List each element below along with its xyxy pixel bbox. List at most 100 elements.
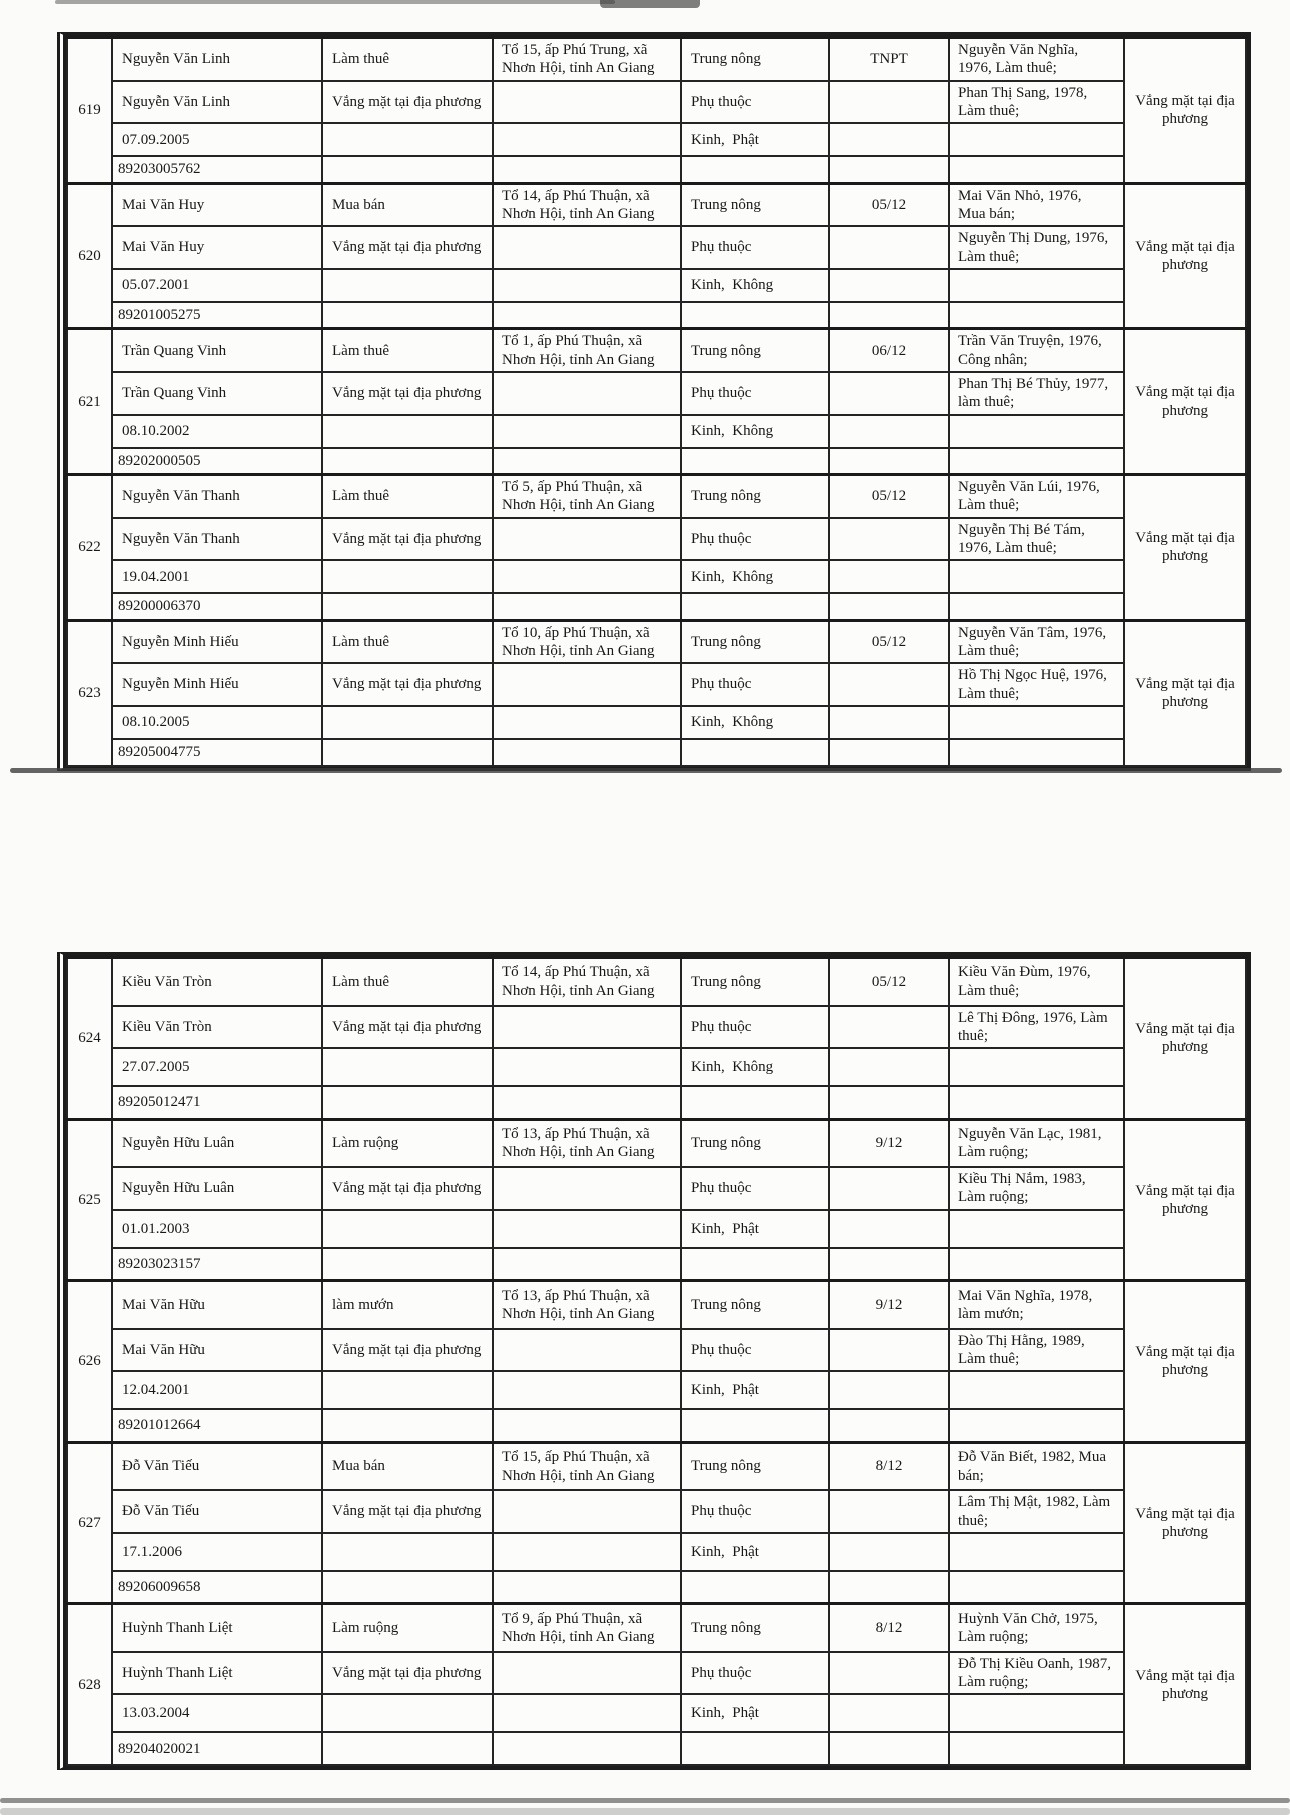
record-ethnicity-religion: Kinh, Không	[680, 1047, 830, 1088]
record-social-class: Trung nông	[680, 181, 830, 228]
record-number: 624	[66, 956, 113, 1121]
record-row-main: 624 Kiều Văn Tròn Làm thuê Tổ 14, ấp Phú…	[66, 956, 1247, 1121]
empty-cell	[948, 737, 1125, 767]
empty-cell	[828, 267, 950, 303]
record-row-date: 08.10.2005 Kinh, Không	[67, 704, 1246, 740]
empty-cell	[492, 1047, 682, 1088]
empty-cell	[492, 413, 682, 449]
record-row-date: 05.07.2001 Kinh, Không	[67, 267, 1246, 303]
record-row-main: 623 Nguyễn Minh Hiếu Làm thuê Tổ 10, ấp …	[66, 618, 1247, 767]
empty-cell	[948, 300, 1125, 330]
record-date: 08.10.2002	[111, 413, 323, 449]
empty-cell	[828, 1370, 950, 1411]
empty-cell	[680, 155, 830, 185]
record-ethnicity-religion: Kinh, Không	[680, 704, 830, 740]
record-row-id: 89204020021	[67, 1731, 1246, 1767]
record-row-secondary: Đỗ Văn Tiếu Vắng mặt tại địa phương Phụ …	[67, 1489, 1246, 1534]
empty-cell	[828, 1531, 950, 1572]
record-address: Tổ 14, ấp Phú Thuận, xã Nhơn Hội, tỉnh A…	[492, 181, 682, 228]
empty-cell	[948, 1047, 1125, 1088]
record-row-main: 628 Huỳnh Thanh Liệt Làm ruộng Tổ 9, ấp …	[66, 1602, 1247, 1767]
record-social-class: Trung nông	[680, 1279, 830, 1330]
record-occupation: Mua bán	[321, 1440, 494, 1492]
record-name: Trần Quang Vinh	[111, 327, 323, 373]
record-group: 627 Đỗ Văn Tiếu Mua bán Tổ 15, ấp Phú Th…	[66, 1440, 1247, 1605]
record-id-number: 89204020021	[111, 1731, 323, 1767]
empty-cell	[321, 592, 494, 622]
empty-cell	[492, 1693, 682, 1734]
empty-cell	[492, 1731, 682, 1767]
empty-cell	[828, 1047, 950, 1088]
scan-artifact-bottom-edge	[0, 1808, 1290, 1815]
empty-cell	[321, 1408, 494, 1444]
record-group: 624 Kiều Văn Tròn Làm thuê Tổ 14, ấp Phú…	[66, 956, 1247, 1121]
record-id-number: 89203005762	[111, 155, 323, 185]
empty-cell	[828, 370, 950, 416]
record-education-level: 05/12	[828, 618, 950, 665]
empty-cell	[828, 1246, 950, 1282]
record-dependent-label: Phụ thuộc	[680, 1650, 830, 1696]
record-relative-2: Kiều Thị Nắm, 1983, Làm ruộng;	[948, 1166, 1125, 1211]
record-occupation: Làm ruộng	[321, 1602, 494, 1653]
empty-cell	[321, 1208, 494, 1249]
empty-cell	[948, 1531, 1125, 1572]
records-table-lower: 624 Kiều Văn Tròn Làm thuê Tổ 14, ấp Phú…	[57, 952, 1251, 1771]
empty-cell	[680, 1569, 830, 1605]
empty-cell	[492, 559, 682, 595]
record-relative-1: Mai Văn Nghĩa, 1978, làm mướn;	[948, 1279, 1125, 1330]
record-row-main: 625 Nguyễn Hữu Luân Làm ruộng Tổ 13, ấp …	[66, 1117, 1247, 1282]
empty-cell	[948, 1208, 1125, 1249]
empty-cell	[321, 267, 494, 303]
record-row-secondary: Trần Quang Vinh Vắng mặt tại địa phương …	[67, 370, 1246, 416]
empty-cell	[321, 300, 494, 330]
empty-cell	[828, 122, 950, 158]
record-row-id: 89206009658	[67, 1569, 1246, 1605]
record-dependent-label: Phụ thuộc	[680, 225, 830, 270]
record-status: Vắng mặt tại địa phương	[1123, 1440, 1247, 1605]
record-row-main: 627 Đỗ Văn Tiếu Mua bán Tổ 15, ấp Phú Th…	[66, 1440, 1247, 1605]
records-table-upper: 619 Nguyễn Văn Linh Làm thuê Tổ 15, ấp P…	[57, 32, 1251, 771]
record-id-number: 89203023157	[111, 1246, 323, 1282]
record-education-level: 8/12	[828, 1602, 950, 1653]
scan-artifact-top-mark	[600, 0, 700, 8]
record-social-class: Trung nông	[680, 1117, 830, 1169]
record-status: Vắng mặt tại địa phương	[1123, 36, 1247, 185]
record-row-date: 08.10.2002 Kinh, Không	[67, 413, 1246, 449]
record-relative-2: Lê Thị Đông, 1976, Làm thuê;	[948, 1004, 1125, 1050]
empty-cell	[948, 1569, 1125, 1605]
record-name-repeat: Kiều Văn Tròn	[111, 1004, 323, 1050]
record-status: Vắng mặt tại địa phương	[1123, 1117, 1247, 1282]
record-occupation: làm mướn	[321, 1279, 494, 1330]
record-absence-note: Vắng mặt tại địa phương	[321, 79, 494, 125]
record-address: Tổ 13, ấp Phú Thuận, xã Nhơn Hội, tỉnh A…	[492, 1117, 682, 1169]
scan-artifact-page-break-line	[10, 768, 1282, 773]
record-address: Tổ 15, ấp Phú Trung, xã Nhơn Hội, tỉnh A…	[492, 35, 682, 82]
record-row-date: 17.1.2006 Kinh, Phật	[67, 1531, 1246, 1572]
record-relative-2: Phan Thị Bé Thủy, 1977, làm thuê;	[948, 370, 1125, 416]
empty-cell	[948, 1085, 1125, 1121]
record-id-number: 89200006370	[111, 592, 323, 622]
empty-cell	[321, 1569, 494, 1605]
record-relative-2: Lâm Thị Mật, 1982, Làm thuê;	[948, 1489, 1125, 1534]
record-relative-1: Nguyễn Văn Lạc, 1981, Làm ruộng;	[948, 1117, 1125, 1169]
empty-cell	[828, 592, 950, 622]
empty-cell	[828, 1489, 950, 1534]
empty-cell	[321, 1047, 494, 1088]
record-absence-note: Vắng mặt tại địa phương	[321, 1327, 494, 1373]
record-date: 05.07.2001	[111, 267, 323, 303]
record-id-number: 89202000505	[111, 446, 323, 476]
empty-cell	[948, 1370, 1125, 1411]
empty-cell	[492, 662, 682, 707]
record-status: Vắng mặt tại địa phương	[1123, 1602, 1247, 1767]
empty-cell	[828, 1208, 950, 1249]
record-row-main: 622 Nguyễn Văn Thanh Làm thuê Tổ 5, ấp P…	[66, 473, 1247, 622]
record-date: 08.10.2005	[111, 704, 323, 740]
record-relative-2: Đỗ Thị Kiều Oanh, 1987, Làm ruộng;	[948, 1650, 1125, 1696]
record-name-repeat: Mai Văn Hữu	[111, 1327, 323, 1373]
record-row-id: 89203023157	[67, 1246, 1246, 1282]
record-row-secondary: Nguyễn Văn Thanh Vắng mặt tại địa phương…	[67, 516, 1246, 562]
record-social-class: Trung nông	[680, 327, 830, 373]
record-relative-2: Hồ Thị Ngọc Huệ, 1976, Làm thuê;	[948, 662, 1125, 707]
record-ethnicity-religion: Kinh, Không	[680, 413, 830, 449]
record-number: 619	[66, 36, 113, 185]
